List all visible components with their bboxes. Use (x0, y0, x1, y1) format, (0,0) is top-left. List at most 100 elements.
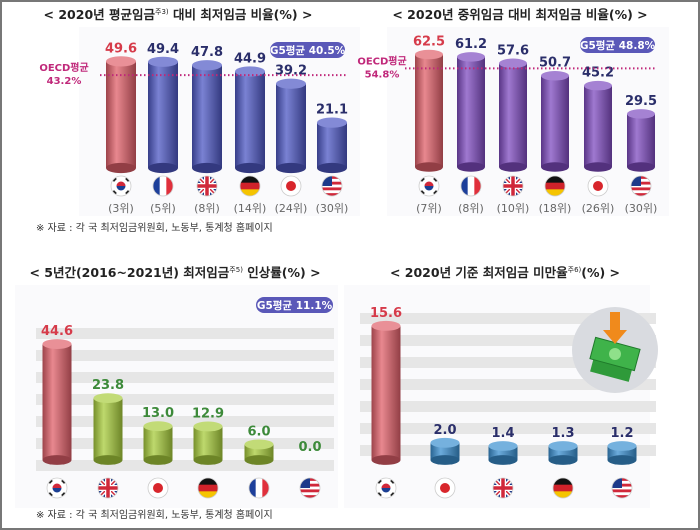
flag-border (611, 477, 633, 499)
stripe (545, 182, 565, 190)
flag-body (503, 176, 523, 196)
stripe (545, 176, 565, 184)
bar-body (143, 426, 173, 460)
oecd-label: OECD평균 (357, 54, 406, 67)
bar-bottom (148, 162, 178, 174)
flag-body (545, 176, 565, 196)
bar-top (244, 439, 274, 450)
bar-france (457, 52, 485, 172)
rank-label: (14위) (234, 202, 267, 215)
bar-body (235, 71, 265, 168)
flag-body (631, 176, 651, 196)
stripe (159, 176, 167, 196)
bar-body (148, 61, 178, 168)
japan-flag-icon (280, 175, 302, 197)
usa-flag-icon (299, 477, 321, 499)
arrow-down (603, 312, 627, 344)
grid-band (360, 357, 656, 368)
bar-body (457, 56, 485, 168)
taegeuk-red (381, 483, 391, 488)
data-label: 49.6 (105, 41, 137, 56)
sun (153, 483, 163, 493)
flag-border (434, 477, 456, 499)
japan-flag-icon (434, 477, 456, 499)
chart-title: < 2020년 중위임금 대비 최저임금 비율(%) > (392, 7, 647, 22)
japan-flag-icon (587, 175, 609, 197)
flag-border (492, 477, 514, 499)
flag-border (321, 175, 343, 197)
flag-border (152, 175, 174, 197)
data-label: 47.8 (191, 45, 223, 60)
bar-body (276, 83, 306, 168)
bar-usa (627, 109, 655, 172)
title-main: < 5년간(2016~2021년) 최저임금 (29, 265, 229, 280)
flag-body (148, 478, 168, 498)
bar-germany (193, 421, 223, 465)
data-label: 1.2 (610, 426, 633, 441)
flag-border (239, 175, 261, 197)
bar-body (193, 426, 223, 460)
bar-korea (106, 56, 136, 174)
stripe (461, 176, 469, 196)
grid-band (360, 313, 656, 324)
rank-label: (8위) (194, 202, 220, 215)
grid-band (36, 350, 334, 361)
korea-flag-icon (110, 175, 132, 197)
data-label: 62.5 (413, 35, 445, 50)
title-main: < 2020년 중위임금 대비 최저임금 비율(%) > (392, 7, 647, 22)
title-superscript: 주3) (155, 8, 169, 16)
flag-border (630, 175, 652, 197)
bar-uk (488, 441, 518, 465)
flag-border (544, 175, 566, 197)
flag-body (612, 478, 632, 498)
bar-bottom (457, 162, 485, 172)
taegeuk-blue (424, 186, 434, 191)
usa-flag-icon (321, 175, 343, 197)
flag-border (375, 477, 397, 499)
bar-japan (143, 421, 173, 465)
cross-red (493, 478, 513, 498)
bar-top (548, 441, 578, 451)
chart-2: < 2020년 중위임금 대비 최저임금 비율(%) > 62.5 (7위) 61.2… (357, 7, 669, 216)
flag-border (460, 175, 482, 197)
flag-body (461, 176, 481, 196)
flag-body (281, 176, 301, 196)
germany-flag-icon (197, 477, 219, 499)
bar-top (192, 60, 222, 71)
korea-flag-icon (418, 175, 440, 197)
usa-flag-icon (630, 175, 652, 197)
cross-red (197, 176, 217, 196)
bar-germany (548, 441, 578, 465)
bar-body (317, 122, 347, 168)
bar-uk (93, 393, 123, 465)
sun (440, 483, 450, 493)
stripe (322, 187, 342, 191)
chart-title: < 2020년 기준 최저임금 미만율주6)(%) > (390, 265, 620, 280)
chart-title: < 5년간(2016~2021년) 최저임금주5) 인상률(%) > (29, 265, 320, 280)
title-suffix: (%) > (581, 265, 620, 280)
data-label: 1.3 (551, 426, 574, 441)
title-main: < 2020년 기준 최저임금 미만율 (390, 265, 568, 280)
france-flag-icon (460, 175, 482, 197)
uk-flag-icon (97, 477, 119, 499)
bar-top (499, 58, 527, 69)
bar-top (457, 52, 485, 62)
grid-band (36, 438, 334, 449)
bar-bottom (193, 455, 223, 465)
rank-label: (30위) (316, 202, 349, 215)
flag-border (299, 477, 321, 499)
flag-body (553, 478, 573, 498)
bar-bottom (93, 455, 123, 465)
stripe (198, 484, 218, 492)
bar-body (42, 344, 72, 460)
sun (593, 181, 603, 191)
flag-border (587, 175, 609, 197)
chart-title: < 2020년 평균임금주3) 대비 최저임금 비율(%) > (44, 7, 313, 22)
data-label: 61.2 (455, 37, 487, 52)
grid-band (360, 423, 656, 434)
rank-label: (30위) (625, 202, 658, 215)
grid-band (360, 379, 656, 390)
bar-bottom (42, 455, 72, 465)
taegeuk-red (52, 483, 62, 488)
